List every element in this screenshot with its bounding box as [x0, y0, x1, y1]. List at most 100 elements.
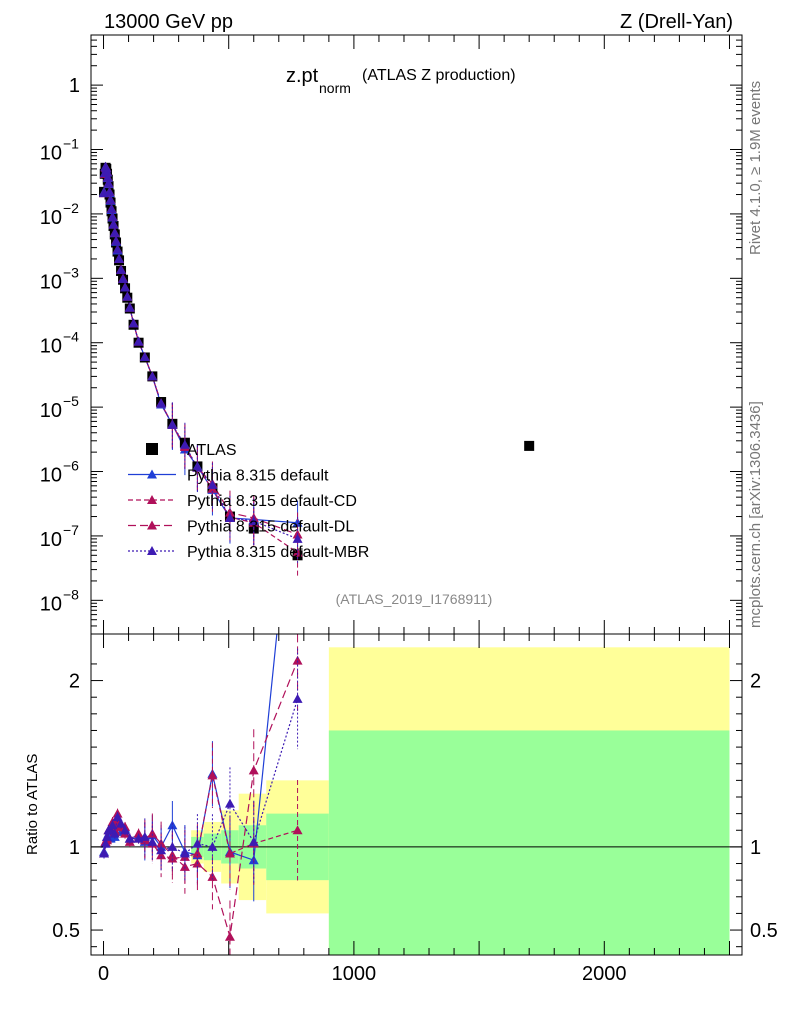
mc-marker — [207, 479, 218, 489]
x-tick-label: 2000 — [582, 963, 627, 985]
y-tick-label: 10 — [40, 400, 62, 422]
legend-marker — [147, 520, 157, 530]
ratio-y-tick-label: 2 — [69, 671, 80, 693]
header-left: 13000 GeV pp — [104, 11, 233, 33]
ratio-marker — [293, 426, 303, 435]
ratio-marker — [120, 825, 131, 835]
rivet-label: Rivet 4.1.0, ≥ 1.9M events — [747, 81, 764, 255]
ratio-marker — [147, 836, 158, 846]
y-tick-label: 10 — [40, 271, 62, 293]
ratio-y-tick-label: 1 — [69, 837, 80, 859]
mc-marker — [105, 194, 116, 204]
legend-marker — [147, 495, 157, 504]
ratio-marker — [156, 850, 167, 860]
legend-label: Pythia 8.315 default-MBR — [187, 544, 369, 561]
ratio-marker — [179, 861, 190, 871]
ratio-marker — [102, 831, 113, 841]
mc-marker — [114, 253, 125, 263]
mc-marker — [139, 352, 150, 362]
reference-label: (ATLAS_2019_I1768911) — [336, 591, 493, 607]
mc-marker — [103, 178, 114, 188]
y-tick-exponent: −4 — [63, 329, 79, 345]
ratio-y-tick-label-right: 2 — [750, 671, 761, 693]
plot-title-sub: norm — [319, 80, 351, 96]
mc-marker — [248, 516, 259, 526]
atlas-data-point — [524, 440, 535, 451]
mc-marker — [133, 336, 144, 346]
mc-marker — [116, 264, 127, 274]
ratio-marker — [156, 838, 167, 848]
mc-marker — [102, 172, 113, 182]
mc-marker — [120, 282, 131, 292]
ratio-marker — [224, 931, 235, 941]
ratio-marker — [179, 848, 190, 858]
mc-marker — [224, 512, 235, 522]
y-tick-label: 1 — [69, 75, 80, 97]
ratio-marker — [167, 820, 178, 830]
y-tick-label: 10 — [40, 465, 62, 487]
ratio-marker — [107, 820, 118, 830]
legend-marker — [147, 546, 157, 555]
legend-label: ATLAS — [187, 442, 237, 459]
ratio-marker — [147, 828, 158, 838]
ratio-marker — [224, 848, 235, 858]
legend-label: Pythia 8.315 default — [187, 468, 329, 485]
ratio-bands — [191, 647, 730, 955]
legend-marker — [147, 469, 157, 479]
mc-marker — [147, 371, 158, 381]
y-tick-label: 10 — [40, 336, 62, 358]
y-tick-exponent: −7 — [63, 522, 79, 538]
mc-marker — [128, 318, 139, 328]
legend-marker-atlas — [146, 443, 158, 455]
mc-marker — [156, 398, 167, 408]
x-tick-label: 1000 — [332, 963, 377, 985]
mcplots-label: mcplots.cern.ch [arXiv:1306.3436] — [747, 401, 764, 628]
y-tick-exponent: −2 — [63, 200, 79, 216]
main-panel: 110−110−210−310−410−510−610−710−8 — [40, 34, 743, 635]
mc-marker — [122, 291, 133, 301]
ratio-marker — [112, 811, 123, 821]
ratio-marker — [207, 841, 218, 851]
legend: ATLAS Pythia 8.315 default Pythia 8.315 de… — [128, 442, 369, 561]
y-tick-exponent: −5 — [63, 393, 79, 409]
mc-marker — [167, 419, 178, 429]
mc-marker — [112, 244, 123, 254]
ratio-marker — [207, 770, 218, 780]
ratio-marker — [292, 825, 303, 835]
stat-uncertainty-band — [328, 730, 730, 955]
ratio-marker — [109, 828, 120, 838]
header-right: Z (Drell-Yan) — [620, 11, 733, 33]
mc-marker — [102, 166, 113, 176]
mc-marker — [118, 273, 129, 283]
main-y-ticks: 110−110−210−310−410−510−610−710−8 — [40, 34, 742, 635]
mc-marker — [179, 439, 190, 449]
main-frame — [90, 34, 743, 635]
ratio-marker — [99, 848, 110, 858]
mc-marker — [106, 203, 117, 213]
mc-marker — [108, 219, 119, 229]
ratio-marker — [133, 828, 144, 838]
ratio-y-ticks: 0.5 0.5 1 1 2 2 — [52, 663, 778, 948]
ratio-panel: 0 1000 2000 0.5 0.5 1 1 2 2 — [52, 35, 778, 985]
ratio-marker — [292, 655, 303, 665]
mc-marker — [107, 211, 118, 221]
mc-marker — [192, 462, 203, 472]
ratio-marker — [156, 845, 167, 855]
y-tick-label: 10 — [40, 207, 62, 229]
ratio-series — [99, 426, 303, 955]
y-tick-exponent: −6 — [63, 458, 79, 474]
ratio-marker — [292, 693, 303, 703]
plot-title-rest: (ATLAS Z production) — [362, 67, 516, 84]
y-tick-exponent: −3 — [63, 264, 79, 280]
x-ticks: 0 1000 2000 — [98, 35, 730, 985]
y-tick-exponent: −1 — [63, 136, 79, 152]
y-tick-label: 10 — [40, 143, 62, 165]
ratio-y-tick-label-right: 1 — [750, 837, 761, 859]
y-tick-label: 10 — [40, 529, 62, 551]
mc-marker — [109, 227, 120, 237]
y-tick-label: 10 — [40, 593, 62, 615]
ratio-marker — [124, 833, 135, 843]
ratio-y-tick-label-right: 0.5 — [750, 920, 778, 942]
main-series — [99, 161, 535, 579]
